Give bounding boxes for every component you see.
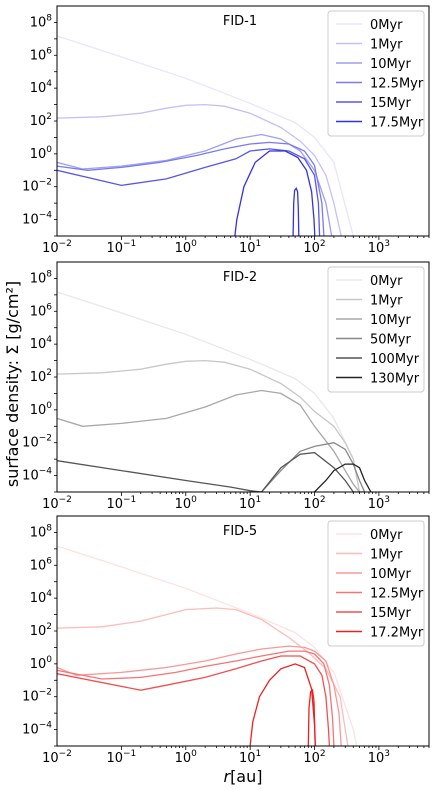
series-line-branch-6 bbox=[292, 187, 300, 236]
y-tick-label: 100 bbox=[30, 401, 53, 418]
series-line-100Myr bbox=[57, 451, 365, 492]
y-tick-label: 10−2 bbox=[22, 688, 52, 705]
series-line-12_5Myr bbox=[57, 650, 335, 746]
y-tick-label: 108 bbox=[30, 269, 53, 286]
legend-label: 1Myr bbox=[370, 548, 403, 563]
panel-title: FID-5 bbox=[223, 524, 257, 539]
x-tick-label: 10−2 bbox=[42, 239, 72, 256]
legend-label: 12.5Myr bbox=[370, 587, 424, 602]
y-tick-label: 106 bbox=[30, 556, 53, 573]
series-lines bbox=[57, 35, 354, 236]
series-line-10Myr bbox=[57, 389, 361, 492]
legend-label: 130Myr bbox=[370, 372, 420, 387]
x-tick-label: 101 bbox=[239, 749, 261, 766]
y-tick-label: 106 bbox=[30, 302, 53, 319]
y-tick-label: 100 bbox=[30, 145, 53, 162]
y-tick-label: 108 bbox=[30, 523, 53, 540]
series-line-0Myr bbox=[57, 291, 361, 492]
x-tick-label: 100 bbox=[175, 239, 198, 256]
series-line-10Myr bbox=[57, 133, 333, 236]
y-tick-label: 108 bbox=[30, 13, 53, 30]
legend-box bbox=[327, 266, 425, 393]
legend-label: 17.2Myr bbox=[370, 626, 424, 641]
legend-label: 10Myr bbox=[370, 313, 411, 328]
series-line-1Myr bbox=[57, 607, 349, 746]
legend-label: 17.5Myr bbox=[370, 116, 424, 131]
y-tick-label: 102 bbox=[30, 622, 52, 639]
legend-box bbox=[327, 520, 425, 647]
series-lines bbox=[57, 291, 372, 492]
x-tick-label: 10−2 bbox=[42, 495, 72, 512]
legend-label: 10Myr bbox=[370, 567, 411, 582]
x-tick-label: 101 bbox=[239, 495, 261, 512]
x-tick-label: 102 bbox=[303, 239, 325, 256]
panel-fid-5: 10−2 10−1 100 101 102 103 10−4 10−2 100 102 104 106… bbox=[22, 515, 430, 766]
legend-label: 0Myr bbox=[370, 274, 403, 289]
legend-label: 12.5Myr bbox=[370, 77, 424, 92]
x-tick-label: 103 bbox=[368, 495, 390, 512]
x-tick-label: 10−1 bbox=[106, 495, 136, 512]
y-tick-label: 104 bbox=[30, 589, 53, 606]
y-tick-label: 104 bbox=[30, 79, 53, 96]
x-tick-label: 100 bbox=[175, 495, 198, 512]
y-tick-label: 102 bbox=[30, 368, 52, 385]
panel-fid-1: 10−2 10−1 100 101 102 103 10−4 10−2 100 102 104 106… bbox=[22, 5, 430, 256]
series-line-0Myr bbox=[57, 35, 354, 236]
legend-label: 1Myr bbox=[370, 38, 403, 53]
panel-title: FID-2 bbox=[223, 270, 257, 285]
y-tick-label: 10−2 bbox=[22, 178, 52, 195]
x-tick-label: 10−1 bbox=[106, 749, 136, 766]
legend-label: 1Myr bbox=[370, 294, 403, 309]
panel-title: FID-1 bbox=[223, 14, 257, 29]
legend-label: 50Myr bbox=[370, 333, 411, 348]
legend: 0Myr 1Myr 10Myr 12.5Myr 15Myr 17.5Myr bbox=[327, 10, 425, 137]
legend-label: 10Myr bbox=[370, 57, 411, 72]
series-line-130Myr bbox=[314, 463, 372, 492]
series-line-1Myr bbox=[57, 359, 361, 492]
x-tick-label: 102 bbox=[303, 495, 325, 512]
y-tick-label: 10−4 bbox=[22, 467, 52, 484]
x-axis-label-unit: [au] bbox=[230, 767, 262, 786]
y-tick-label: 104 bbox=[30, 335, 53, 352]
legend: 0Myr 1Myr 10Myr 12.5Myr 15Myr 17.2Myr bbox=[327, 520, 425, 647]
legend-label: 0Myr bbox=[370, 528, 403, 543]
y-tick-label: 102 bbox=[30, 112, 52, 129]
series-line-15Myr bbox=[57, 148, 321, 236]
legend-label: 15Myr bbox=[370, 606, 411, 621]
x-tick-label: 102 bbox=[303, 749, 325, 766]
x-axis-label: r [au] bbox=[223, 767, 262, 786]
y-tick-label: 10−4 bbox=[22, 211, 52, 228]
legend-label: 100Myr bbox=[370, 352, 420, 367]
x-tick-label: 103 bbox=[368, 239, 390, 256]
panel-fid-2: 10−2 10−1 100 101 102 103 10−4 10−2 100 102 104 106… bbox=[22, 261, 430, 512]
series-lines bbox=[57, 545, 358, 746]
series-line-0Myr bbox=[57, 545, 358, 746]
legend-label: 0Myr bbox=[370, 18, 403, 33]
series-line-1Myr bbox=[57, 103, 342, 236]
x-axis-label-var: r bbox=[223, 767, 231, 786]
series-line-17_2Myr bbox=[249, 663, 316, 746]
legend-label: 15Myr bbox=[370, 96, 411, 111]
series-line-50Myr bbox=[261, 442, 366, 492]
x-tick-label: 103 bbox=[368, 749, 390, 766]
series-line-17_5Myr bbox=[234, 150, 316, 236]
y-tick-label: 106 bbox=[30, 46, 53, 63]
series-line-10Myr bbox=[57, 645, 342, 746]
y-tick-label: 10−2 bbox=[22, 434, 52, 451]
legend-box bbox=[327, 10, 425, 137]
series-line-15Myr bbox=[57, 655, 331, 746]
y-tick-label: 100 bbox=[30, 655, 53, 672]
x-tick-label: 10−1 bbox=[106, 239, 136, 256]
x-tick-label: 10−2 bbox=[42, 749, 72, 766]
x-tick-label: 100 bbox=[175, 749, 198, 766]
series-line-branch-6 bbox=[307, 688, 316, 746]
series-line-12_5Myr bbox=[57, 141, 325, 236]
x-tick-label: 101 bbox=[239, 239, 261, 256]
y-axis-label: surface density: Σ [g/cm²] bbox=[3, 281, 22, 487]
y-tick-label: 10−4 bbox=[22, 721, 52, 738]
legend: 0Myr 1Myr 10Myr 50Myr 100Myr 130Myr bbox=[327, 266, 425, 393]
